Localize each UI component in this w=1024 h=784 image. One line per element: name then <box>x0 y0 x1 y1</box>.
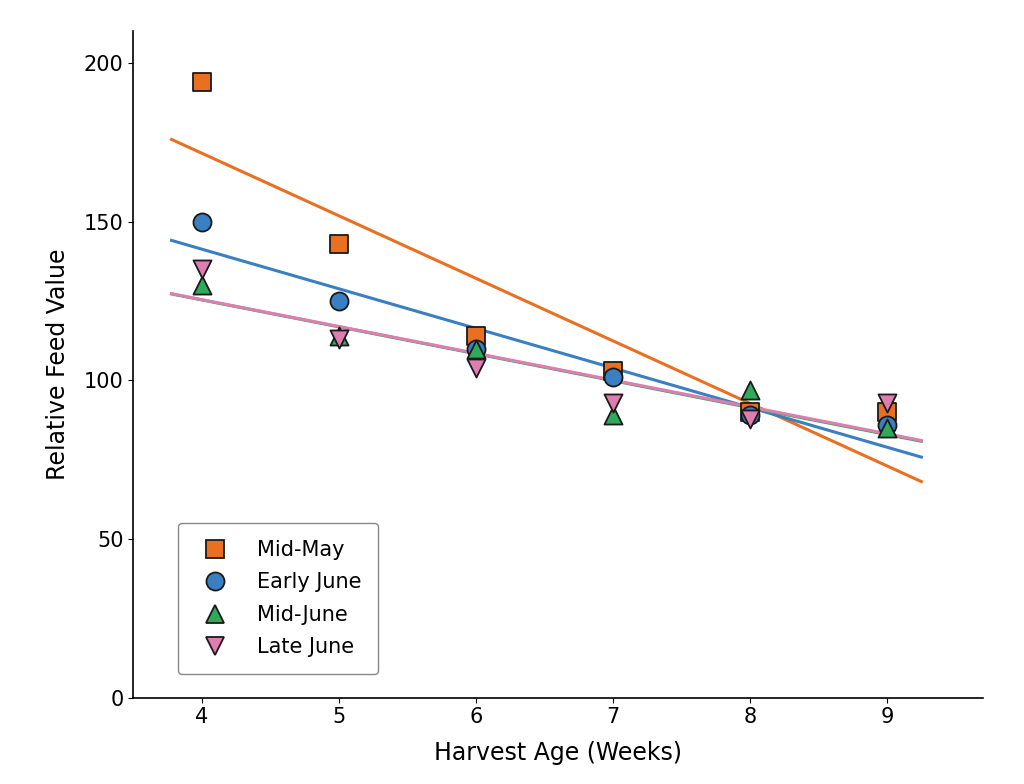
Point <box>194 216 210 228</box>
Point <box>879 397 895 409</box>
Point <box>468 343 484 355</box>
Point <box>741 383 758 396</box>
X-axis label: Harvest Age (Weeks): Harvest Age (Weeks) <box>434 742 682 765</box>
Point <box>194 263 210 276</box>
Y-axis label: Relative Feed Value: Relative Feed Value <box>46 249 70 481</box>
Point <box>879 406 895 419</box>
Point <box>605 409 622 422</box>
Point <box>468 361 484 374</box>
Point <box>879 419 895 431</box>
Point <box>194 76 210 89</box>
Point <box>468 343 484 355</box>
Point <box>605 371 622 383</box>
Point <box>605 365 622 377</box>
Point <box>331 330 347 343</box>
Point <box>741 406 758 419</box>
Point <box>194 279 210 292</box>
Point <box>879 422 895 434</box>
Point <box>741 409 758 422</box>
Point <box>741 412 758 425</box>
Point <box>605 397 622 409</box>
Legend: Mid-May, Early June, Mid-June, Late June: Mid-May, Early June, Mid-June, Late June <box>177 523 378 674</box>
Point <box>331 295 347 307</box>
Point <box>331 333 347 346</box>
Point <box>331 238 347 250</box>
Point <box>468 330 484 343</box>
